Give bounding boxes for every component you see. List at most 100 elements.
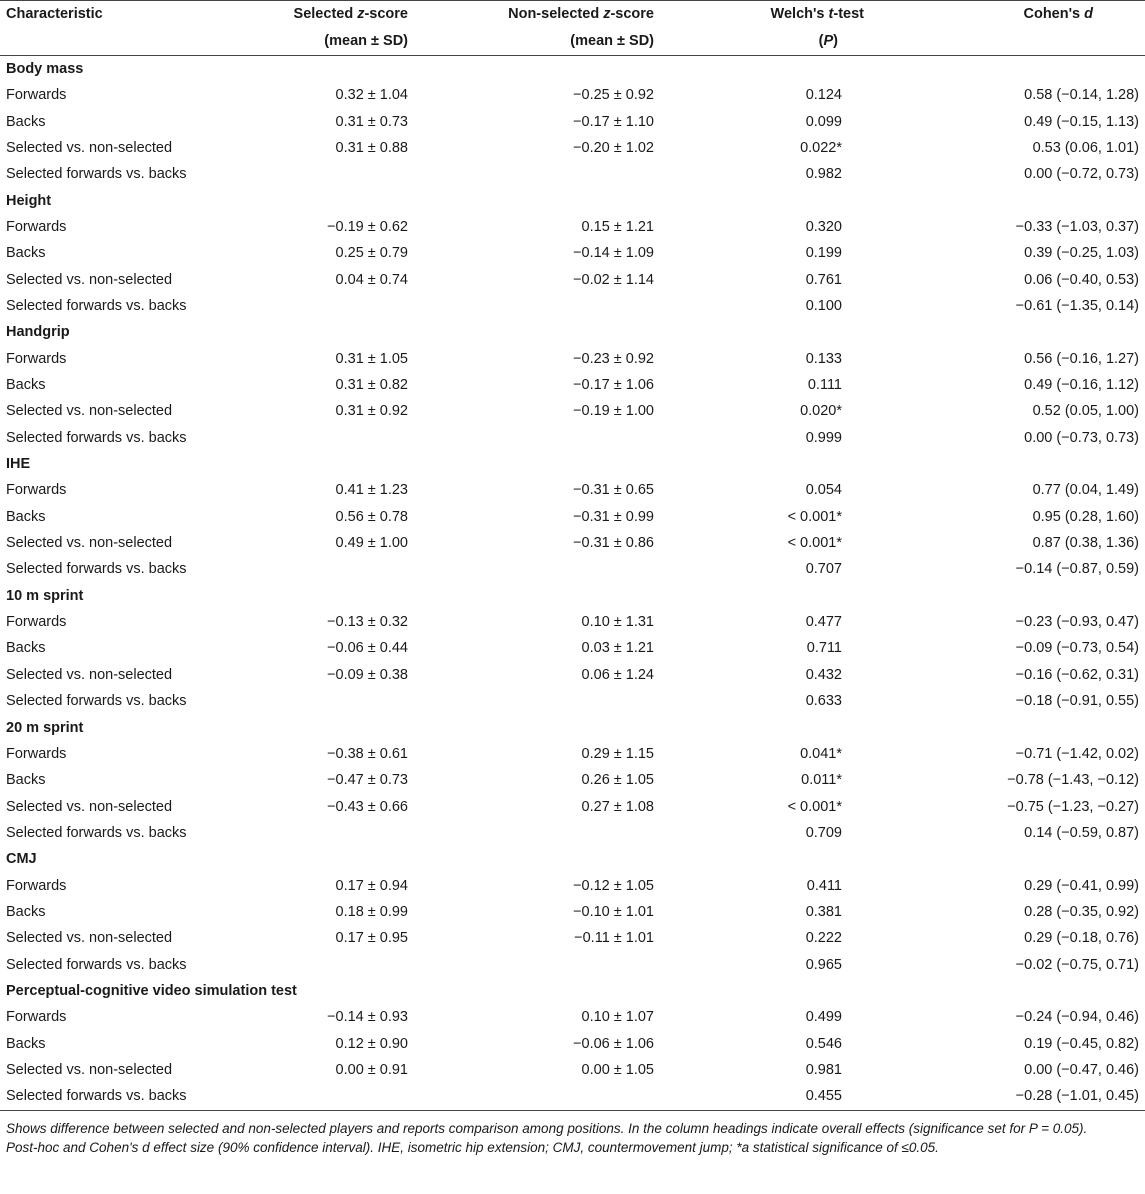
nonselected-zscore-cell: 0.10 ± 1.07 xyxy=(581,1009,654,1026)
nonselected-zscore-cell: −0.17 ± 1.06 xyxy=(573,377,654,394)
welch-p-cell: 0.455 xyxy=(700,1083,920,1111)
welch-p-cell: 0.111 xyxy=(807,377,842,394)
welch-p-cell: 0.432 xyxy=(805,666,842,683)
header-welch-post: -test xyxy=(833,6,864,23)
header-nonselected: Non-selected z-score xyxy=(450,1,700,29)
welch-p-cell: 0.633 xyxy=(805,693,842,710)
group-row: 20 m sprint xyxy=(0,715,1145,741)
selected-zscore-cell xyxy=(260,1083,450,1111)
header-blank xyxy=(0,28,260,56)
table-row: Forwards 0.41 ± 1.23 −0.31 ± 0.65 0.054 0.77… xyxy=(0,478,1145,504)
selected-zscore-cell: −0.47 ± 0.73 xyxy=(327,772,408,789)
cohens-d-cell: 0.14 (−0.59, 0.87) xyxy=(1024,824,1139,841)
row-label: Selected vs. non-selected xyxy=(6,271,173,288)
table-header: Characteristic Selected z-score Non-sele… xyxy=(0,0,1145,56)
table-row: Selected vs. non-selected 0.49 ± 1.00 −0.3… xyxy=(0,530,1145,556)
selected-zscore-cell xyxy=(260,425,450,451)
selected-zscore-cell: 0.31 ± 0.82 xyxy=(335,377,408,394)
row-label: Selected forwards vs. backs xyxy=(0,1083,260,1111)
group-title: IHE xyxy=(6,456,31,473)
welch-p-cell: 0.709 xyxy=(805,824,842,841)
selected-zscore-cell: 0.18 ± 0.99 xyxy=(335,903,408,920)
cohens-d-cell: 0.39 (−0.25, 1.03) xyxy=(1024,245,1139,262)
welch-p-cell: 0.999 xyxy=(805,429,842,446)
row-label: Backs xyxy=(6,113,46,130)
selected-zscore-cell: 0.31 ± 0.73 xyxy=(335,113,408,130)
group-title: CMJ xyxy=(6,851,37,868)
row-label: Backs xyxy=(6,508,46,525)
welch-p-cell: 0.761 xyxy=(805,271,842,288)
cohens-d-cell: −0.71 (−1.42, 0.02) xyxy=(1015,745,1139,762)
welch-p-cell: 0.411 xyxy=(806,877,842,894)
nonselected-zscore-cell xyxy=(450,952,700,978)
welch-p-cell: 0.965 xyxy=(805,956,842,973)
table-row: Selected forwards vs. backs 0.982 0.00 (−0… xyxy=(0,161,1145,187)
header-selected: Selected z-score xyxy=(260,1,450,29)
header-welch-sub-close: ) xyxy=(833,33,838,50)
cohens-d-cell: 0.00 (−0.73, 0.73) xyxy=(1024,429,1139,446)
table-body: Body mass Forwards 0.32 ± 1.04 −0.25 ± 0.92… xyxy=(0,56,1145,1111)
welch-p-cell: 0.707 xyxy=(805,561,842,578)
cohens-d-cell: 0.29 (−0.41, 0.99) xyxy=(1024,877,1139,894)
table-row: Selected vs. non-selected 0.31 ± 0.92 −0.1… xyxy=(0,398,1145,424)
selected-zscore-cell: −0.13 ± 0.32 xyxy=(327,614,408,631)
row-label: Backs xyxy=(6,640,46,657)
cohens-d-cell: 0.58 (−0.14, 1.28) xyxy=(1024,87,1139,104)
selected-zscore-cell xyxy=(260,688,450,714)
welch-p-cell: 0.020* xyxy=(800,403,842,420)
row-label: Selected forwards vs. backs xyxy=(6,429,187,446)
row-label: Selected forwards vs. backs xyxy=(6,298,187,315)
row-label: Selected forwards vs. backs xyxy=(6,166,187,183)
cohens-d-cell: 0.19 (−0.45, 0.82) xyxy=(1024,1035,1139,1052)
nonselected-zscore-cell: −0.23 ± 0.92 xyxy=(573,350,654,367)
cohens-d-cell: −0.23 (−0.93, 0.47) xyxy=(1015,614,1139,631)
group-title: Perceptual-cognitive video simulation te… xyxy=(6,982,297,999)
welch-p-cell: 0.477 xyxy=(805,614,842,631)
cohens-d-cell: 0.87 (0.38, 1.36) xyxy=(1032,535,1139,552)
row-label: Selected vs. non-selected xyxy=(6,139,173,156)
nonselected-zscore-cell: 0.29 ± 1.15 xyxy=(581,745,654,762)
nonselected-zscore-cell xyxy=(450,1083,700,1111)
header-cohen-pre: Cohen's xyxy=(1023,6,1085,23)
nonselected-zscore-cell: 0.00 ± 1.05 xyxy=(581,1061,654,1078)
welch-p-cell: 0.022* xyxy=(800,139,842,156)
welch-p-cell: < 0.001* xyxy=(787,535,842,552)
welch-p-cell: 0.222 xyxy=(805,930,842,947)
cohens-d-cell: −0.02 (−0.75, 0.71) xyxy=(1015,956,1139,973)
welch-p-cell: 0.711 xyxy=(806,640,842,657)
table-row: Selected forwards vs. backs 0.633 −0.18 (−… xyxy=(0,688,1145,714)
row-label: Selected vs. non-selected xyxy=(6,798,173,815)
welch-p-cell: 0.041* xyxy=(800,745,842,762)
welch-p-cell: 0.099 xyxy=(805,113,842,130)
selected-zscore-cell: −0.09 ± 0.38 xyxy=(327,666,408,683)
selected-zscore-cell: −0.06 ± 0.44 xyxy=(327,640,408,657)
header-cohen-sub xyxy=(920,28,1145,56)
cohens-d-cell: 0.56 (−0.16, 1.27) xyxy=(1024,350,1139,367)
header-characteristic: Characteristic xyxy=(0,1,260,29)
selected-zscore-cell: 0.25 ± 0.79 xyxy=(335,245,408,262)
nonselected-zscore-cell: −0.10 ± 1.01 xyxy=(573,903,654,920)
row-label: Forwards xyxy=(6,877,67,894)
header-row-1: Characteristic Selected z-score Non-sele… xyxy=(0,0,1145,29)
header-nonselected-pre: Non-selected xyxy=(508,6,604,23)
welch-p-cell: 0.982 xyxy=(805,166,842,183)
group-title: Handgrip xyxy=(6,324,70,341)
selected-zscore-cell xyxy=(260,952,450,978)
group-row: Handgrip xyxy=(0,319,1145,345)
table-row: Selected vs. non-selected −0.09 ± 0.38 0.0… xyxy=(0,662,1145,688)
selected-zscore-cell xyxy=(260,557,450,583)
table-row: Selected vs. non-selected 0.31 ± 0.88 −0.2… xyxy=(0,135,1145,161)
results-table: Characteristic Selected z-score Non-sele… xyxy=(0,0,1145,1111)
table-row: Selected vs. non-selected −0.43 ± 0.66 0.2… xyxy=(0,794,1145,820)
header-selected-pre: Selected xyxy=(293,6,358,23)
welch-p-cell: 0.320 xyxy=(805,218,842,235)
group-row: 10 m sprint xyxy=(0,583,1145,609)
header-welch: Welch's t-test xyxy=(700,1,920,29)
header-welch-t: t xyxy=(828,6,834,23)
nonselected-zscore-cell: −0.19 ± 1.00 xyxy=(573,403,654,420)
cohens-d-cell: 0.00 (−0.72, 0.73) xyxy=(1024,166,1139,183)
row-label: Forwards xyxy=(6,614,67,631)
nonselected-zscore-cell xyxy=(450,293,700,319)
nonselected-zscore-cell: −0.31 ± 0.65 xyxy=(573,482,654,499)
row-label: Selected forwards vs. backs xyxy=(6,824,187,841)
